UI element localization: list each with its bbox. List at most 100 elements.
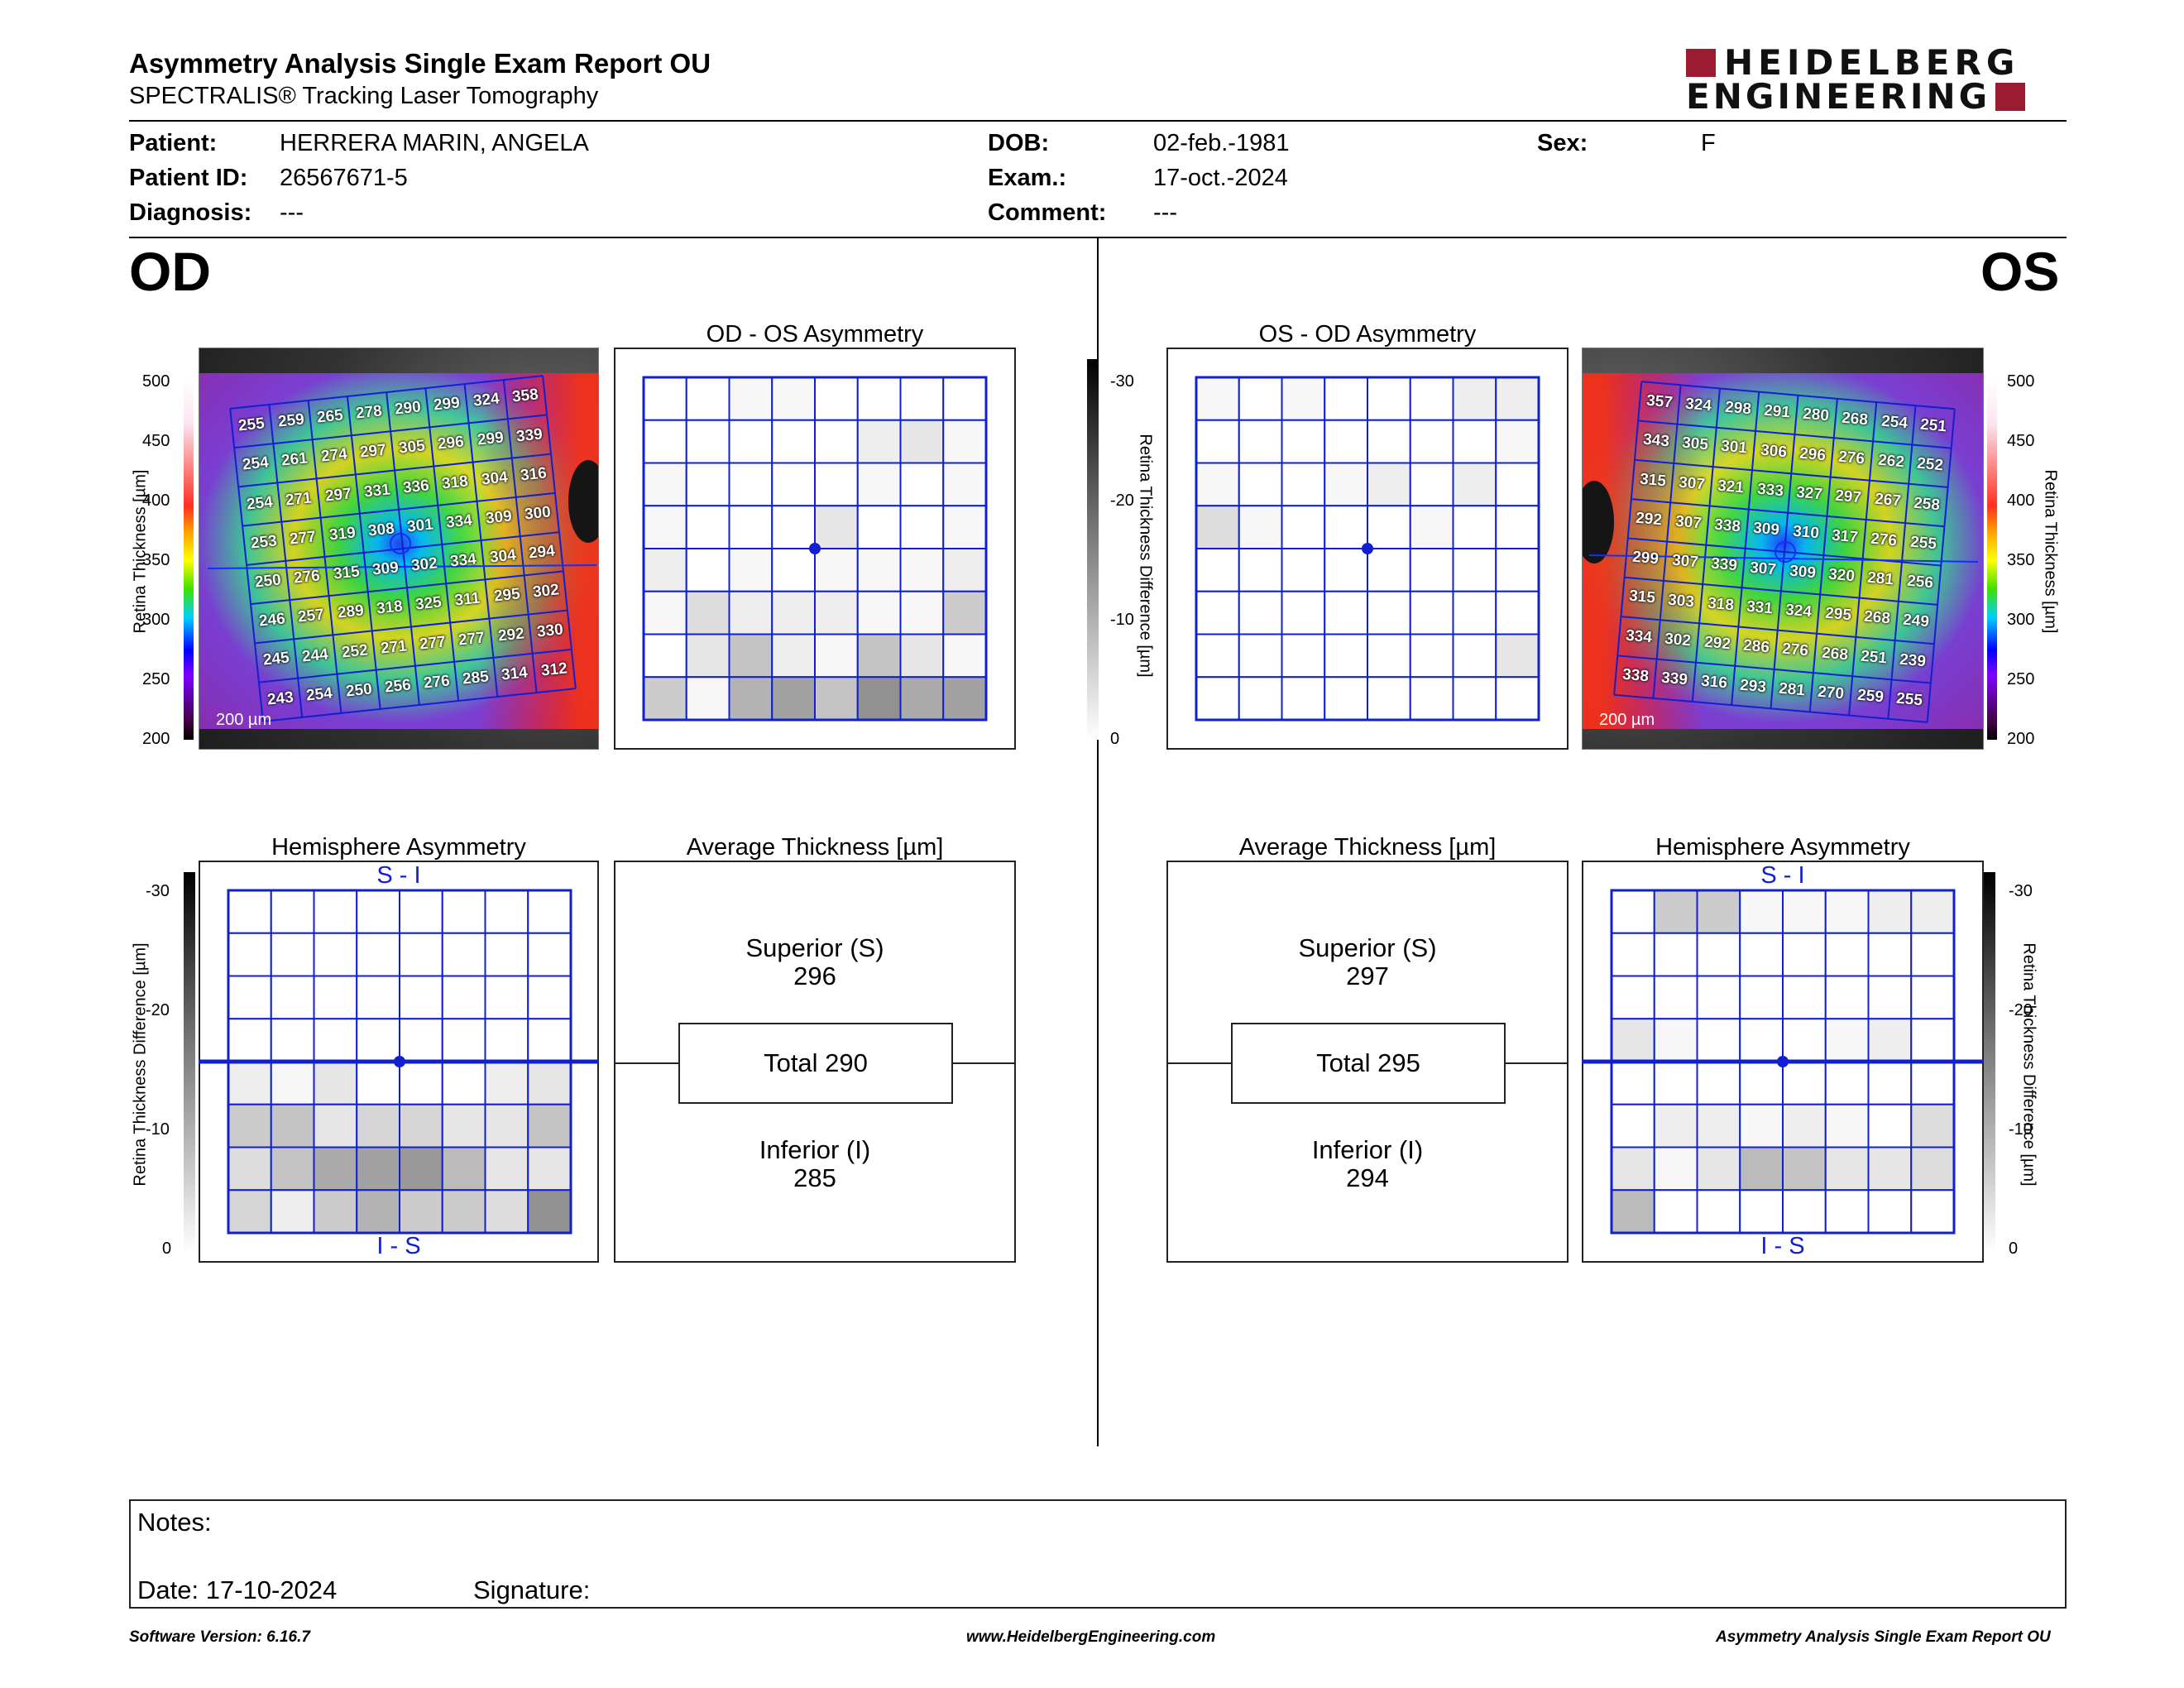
tick-label: -20: [1110, 492, 1134, 510]
asymmetry-cell: [441, 1061, 486, 1105]
tick-label: 400: [142, 492, 170, 510]
asymmetry-cell: [399, 1061, 443, 1105]
thickness-value: 255: [1909, 533, 1937, 554]
thickness-grid-line: [463, 384, 499, 698]
os-hemi-colorbar: [1984, 872, 1995, 1253]
asymmetry-cell: [1611, 890, 1655, 934]
thickness-value: 277: [419, 633, 447, 654]
os-hemi-title: Hemisphere Asymmetry: [1655, 834, 1910, 861]
asymmetry-cell: [1195, 462, 1240, 507]
asymmetry-cell: [1409, 633, 1454, 679]
asymmetry-cell: [685, 462, 730, 507]
thickness-value: 291: [1763, 401, 1791, 422]
tick-label: -30: [1110, 372, 1134, 391]
thickness-value: 333: [1755, 480, 1784, 501]
asymmetry-cell: [899, 548, 945, 592]
asymmetry-cell: [643, 505, 687, 549]
tick-label: 450: [2007, 432, 2035, 450]
asymmetry-cell: [1495, 419, 1540, 464]
tick-label: 450: [142, 432, 170, 450]
asymmetry-cell: [1696, 1061, 1741, 1105]
header-divider: [129, 120, 2067, 122]
asymmetry-cell: [527, 1061, 572, 1105]
asymmetry-cell: [484, 1018, 529, 1062]
asymmetry-cell: [441, 1018, 486, 1062]
od-fundus-thickness-map: 255 259 265 278 290 299 324 358 254 261 274 297 305 2…: [199, 348, 599, 750]
asymmetry-cell: [771, 633, 816, 679]
asymmetry-cell: [441, 932, 486, 977]
thickness-value: 256: [383, 676, 412, 697]
asymmetry-cell: [1409, 376, 1454, 421]
asymmetry-cell: [814, 462, 859, 507]
tick-label: 250: [142, 670, 170, 688]
asymmetry-cell: [1739, 1189, 1784, 1234]
asymmetry-cell: [856, 633, 902, 679]
asymmetry-cell: [527, 932, 572, 977]
thickness-grid-line: [254, 609, 568, 645]
asymmetry-cell: [1653, 1018, 1698, 1062]
asymmetry-cell: [313, 1146, 358, 1192]
diagnosis-value: ---: [280, 199, 304, 226]
thickness-value: 305: [1681, 434, 1709, 454]
thickness-value: 339: [1660, 669, 1688, 689]
asymmetry-cell: [685, 676, 730, 721]
asymmetry-cell: [1653, 890, 1698, 934]
thickness-grid-line: [424, 387, 460, 702]
os-thickness-colorbar: [1987, 381, 1997, 740]
asymmetry-cell: [1696, 1146, 1741, 1192]
asymmetry-cell: [1281, 590, 1326, 635]
asymmetry-cell: [771, 590, 816, 635]
asymmetry-cell: [1195, 676, 1240, 721]
asymmetry-cell: [1696, 932, 1741, 977]
website-link[interactable]: www.HeidelbergEngineering.com: [966, 1628, 1216, 1646]
thickness-value: 270: [1817, 683, 1846, 703]
asymmetry-cell: [270, 890, 315, 934]
od-scale-bar: 200 µm: [216, 711, 272, 729]
thickness-value: 297: [323, 484, 352, 506]
thickness-value: 255: [1895, 689, 1923, 710]
tick-label: -10: [2009, 1120, 2033, 1139]
od-total-value: Total 290: [678, 1023, 953, 1104]
asymmetry-cell: [1824, 890, 1870, 934]
thickness-value: 250: [344, 680, 373, 701]
asymmetry-cell: [1324, 633, 1368, 679]
asymmetry-cell: [356, 890, 400, 934]
asymmetry-cell: [771, 548, 816, 592]
fovea-center-marker: [394, 1056, 405, 1067]
thickness-value: 280: [1802, 405, 1830, 425]
asymmetry-cell: [1324, 676, 1368, 721]
od-hemi-top-label: S - I: [376, 862, 421, 889]
asymmetry-cell: [1238, 419, 1283, 464]
logo-square-icon: [1686, 49, 1716, 77]
asymmetry-cell: [356, 1103, 400, 1149]
asymmetry-cell: [1452, 376, 1497, 421]
notes-box[interactable]: Notes: Date: 17-10-2024 Signature:: [129, 1499, 2067, 1609]
asymmetry-cell: [399, 975, 443, 1020]
os-asymmetry-panel: [1166, 348, 1569, 750]
asymmetry-cell: [484, 1146, 529, 1192]
od-asym-title: OD - OS Asymmetry: [706, 321, 924, 348]
asymmetry-cell: [356, 1018, 400, 1062]
tick-label: 500: [142, 372, 170, 391]
thickness-value: 301: [1720, 438, 1749, 458]
asymmetry-cell: [1238, 633, 1283, 679]
date-label: Date: 17-10-2024: [137, 1575, 338, 1604]
asymmetry-cell: [1824, 975, 1870, 1020]
thickness-value: 256: [1905, 572, 1934, 592]
asymmetry-cell: [1867, 1018, 1913, 1062]
asymmetry-cell: [685, 633, 730, 679]
thickness-grid-line: [1926, 409, 1956, 722]
asymmetry-cell: [1281, 419, 1326, 464]
asymmetry-cell: [1281, 548, 1326, 592]
os-total-value: Total 295: [1231, 1023, 1506, 1104]
asymmetry-cell: [1367, 505, 1411, 549]
asymmetry-cell: [484, 1103, 529, 1149]
sex-value: F: [1701, 130, 1716, 156]
asymmetry-cell: [484, 1189, 529, 1234]
notes-label: Notes:: [137, 1508, 212, 1537]
asymmetry-cell: [1653, 1103, 1698, 1149]
thickness-value: 281: [1778, 679, 1806, 700]
thickness-value: 268: [1820, 644, 1849, 664]
tick-label: -10: [146, 1120, 170, 1139]
asymmetry-cell: [1452, 548, 1497, 592]
